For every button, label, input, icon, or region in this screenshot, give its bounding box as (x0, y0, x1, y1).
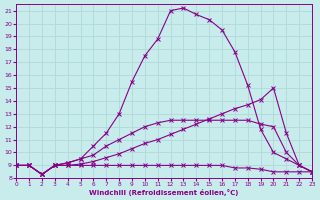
X-axis label: Windchill (Refroidissement éolien,°C): Windchill (Refroidissement éolien,°C) (90, 189, 239, 196)
